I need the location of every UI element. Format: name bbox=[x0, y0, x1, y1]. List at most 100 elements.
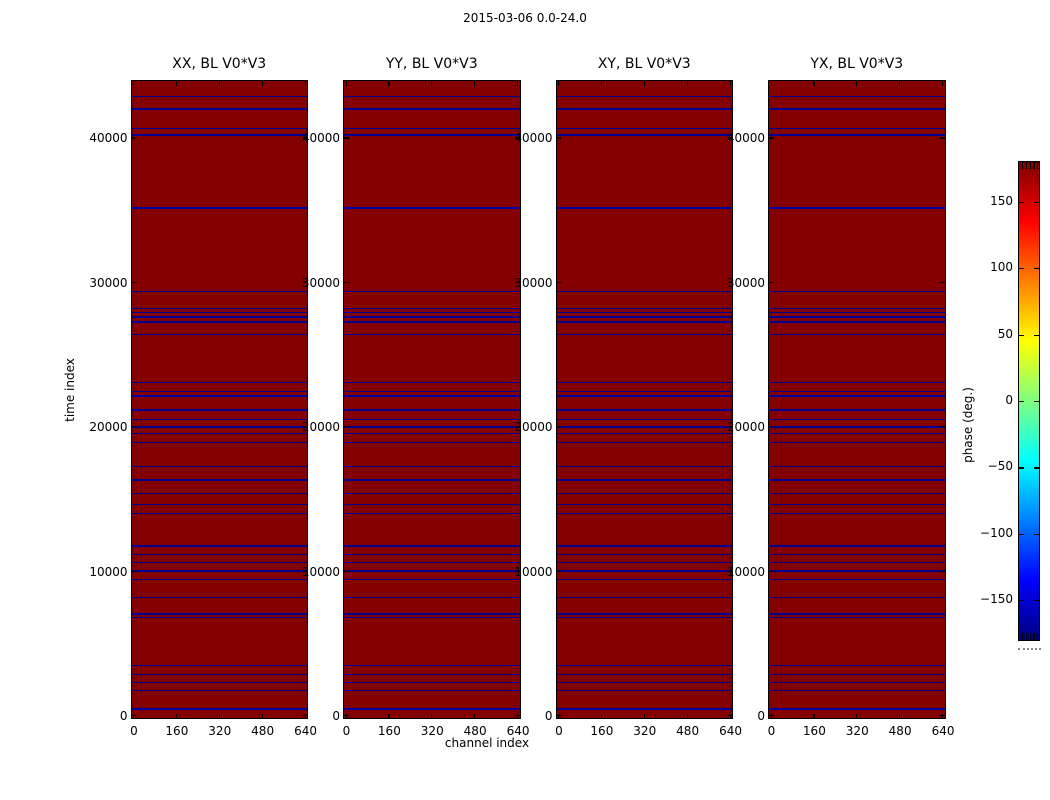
colorbar-end-dots bbox=[1018, 648, 1041, 650]
blue-row bbox=[556, 708, 732, 710]
blue-row bbox=[344, 596, 520, 599]
blue-row bbox=[556, 553, 732, 555]
y-tick bbox=[556, 281, 561, 283]
blue-row bbox=[131, 432, 307, 435]
blue-row bbox=[344, 108, 520, 110]
blue-row bbox=[769, 395, 945, 398]
blue-row bbox=[131, 681, 307, 683]
blue-row bbox=[769, 665, 945, 667]
x-tick bbox=[304, 713, 306, 718]
x-tick-label: 160 bbox=[377, 724, 401, 738]
blue-row bbox=[556, 307, 732, 309]
colorbar-tick bbox=[1019, 467, 1024, 469]
blue-row bbox=[556, 441, 732, 444]
x-tick bbox=[643, 713, 645, 718]
x-axis-label: channel index bbox=[444, 736, 530, 750]
blue-row bbox=[344, 465, 520, 468]
blue-row bbox=[556, 206, 732, 210]
x-tick-label: 480 bbox=[888, 724, 912, 738]
y-tick bbox=[344, 426, 349, 428]
colorbar-tick-label: 50 bbox=[997, 326, 1013, 341]
colorbar-tick bbox=[1019, 201, 1024, 204]
colorbar-tick-label: 150 bbox=[990, 193, 1013, 208]
y-tick bbox=[769, 426, 774, 428]
blue-row bbox=[556, 316, 732, 318]
figure-title: 2015-03-06 0.0-24.0 bbox=[463, 11, 587, 25]
y-tick bbox=[515, 137, 520, 139]
colorbar-tick bbox=[1034, 401, 1039, 403]
x-tick-label: 0 bbox=[555, 724, 563, 738]
blue-row bbox=[556, 479, 732, 481]
blue-row bbox=[344, 382, 520, 384]
x-tick-label: 640 bbox=[506, 724, 530, 738]
x-tick bbox=[474, 713, 476, 718]
blue-row bbox=[769, 708, 945, 710]
colorbar-end-comb bbox=[1022, 633, 1024, 640]
blue-row bbox=[769, 134, 945, 136]
blue-row bbox=[769, 127, 945, 130]
blue-row bbox=[556, 333, 732, 335]
blue-row bbox=[344, 206, 520, 210]
y-tick bbox=[302, 426, 307, 428]
y-tick-label: 30000 bbox=[89, 275, 128, 290]
blue-row bbox=[769, 96, 945, 98]
y-tick bbox=[344, 570, 349, 572]
y-tick-label: 20000 bbox=[514, 420, 553, 435]
y-tick bbox=[727, 281, 732, 283]
blue-row bbox=[131, 578, 307, 580]
x-tick bbox=[770, 81, 772, 86]
y-tick-label: 10000 bbox=[301, 564, 340, 579]
blue-row bbox=[556, 426, 732, 428]
blue-row bbox=[344, 333, 520, 335]
blue-row bbox=[556, 570, 732, 572]
panel-title-xy: XY, BL V0*V3 bbox=[597, 56, 691, 72]
x-tick bbox=[643, 81, 645, 86]
blue-row bbox=[344, 681, 520, 683]
colorbar-tick bbox=[1034, 268, 1039, 270]
blue-row bbox=[344, 561, 520, 564]
y-tick bbox=[302, 281, 307, 283]
y-tick bbox=[727, 570, 732, 572]
blue-row bbox=[769, 316, 945, 318]
y-tick bbox=[556, 426, 561, 428]
y-tick bbox=[131, 137, 136, 139]
blue-row bbox=[131, 479, 307, 481]
blue-row bbox=[344, 418, 520, 420]
colorbar-tick bbox=[1019, 401, 1024, 403]
y-tick-label: 40000 bbox=[89, 131, 128, 146]
x-tick bbox=[729, 713, 731, 718]
x-tick bbox=[729, 81, 731, 86]
blue-row bbox=[344, 613, 520, 615]
y-tick bbox=[727, 426, 732, 428]
blue-row bbox=[344, 665, 520, 667]
blue-row bbox=[131, 418, 307, 420]
x-tick-label: 160 bbox=[802, 724, 826, 738]
x-tick bbox=[175, 81, 178, 86]
colorbar-tick-label: 0 bbox=[1005, 393, 1013, 407]
colorbar-end-comb bbox=[1037, 633, 1039, 640]
blue-row bbox=[769, 432, 945, 435]
blue-row bbox=[131, 311, 307, 314]
blue-row bbox=[344, 390, 520, 392]
blue-row bbox=[769, 465, 945, 468]
colorbar-tick-label: −100 bbox=[980, 525, 1013, 540]
y-tick-label: 20000 bbox=[89, 420, 128, 435]
y-tick bbox=[302, 570, 307, 572]
blue-row bbox=[556, 690, 732, 692]
blue-row bbox=[131, 307, 307, 309]
colorbar-end-comb bbox=[1025, 162, 1027, 169]
blue-row bbox=[769, 690, 945, 692]
blue-row bbox=[131, 690, 307, 692]
x-tick bbox=[345, 713, 347, 718]
colorbar-end-comb bbox=[1029, 633, 1031, 640]
y-tick bbox=[769, 281, 774, 283]
y-tick bbox=[940, 281, 945, 283]
y-tick bbox=[556, 137, 561, 139]
blue-row bbox=[344, 479, 520, 481]
x-tick-label: 320 bbox=[420, 724, 444, 738]
blue-row bbox=[131, 616, 307, 619]
blue-row bbox=[131, 316, 307, 318]
colorbar-tick-label: −50 bbox=[987, 459, 1013, 474]
y-tick bbox=[515, 570, 520, 572]
